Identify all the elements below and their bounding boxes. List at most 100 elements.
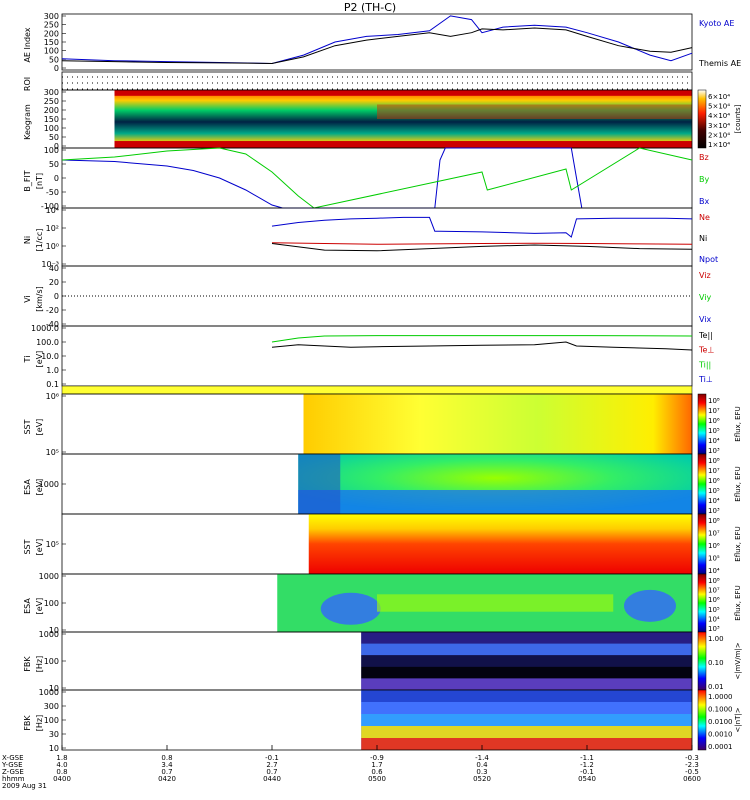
y-tick-label: 10 (49, 626, 59, 635)
keogram-aurora (377, 104, 692, 119)
x-row-value: 0.7 (161, 768, 172, 776)
series-ni (271, 216, 693, 238)
y-tick-label: 0 (54, 292, 59, 301)
keogram-bottom-band (114, 141, 692, 148)
x-row-value: 0.3 (476, 768, 487, 776)
x-row-value: 0.7 (266, 768, 277, 776)
legend-entry: Ti⊥ (698, 375, 713, 384)
x-row-value: -0.1 (265, 754, 279, 762)
fbk-band (361, 726, 692, 738)
y-axis-unit: [Hz] (35, 656, 44, 672)
y-tick-label: 1.0 (46, 366, 59, 375)
x-row-value: 0500 (368, 775, 386, 783)
x-row-value: 0600 (683, 775, 701, 783)
y-tick-label: 150 (44, 115, 59, 124)
x-row-value: 3.4 (161, 761, 173, 769)
y-axis-label: FBK (23, 715, 32, 731)
colorbar-label: Eflux, EFU (734, 466, 742, 501)
colorbar-tick-label: 10⁷ (708, 530, 720, 538)
y-tick-label: 300 (44, 88, 59, 97)
legend-entry: Ni (699, 234, 707, 243)
colorbar-tick-label: 10⁵ (708, 555, 720, 563)
y-tick-label: 40 (49, 264, 59, 273)
y-tick-label: -40 (46, 320, 59, 329)
fbk-band (361, 666, 692, 679)
panel-frame (61, 207, 693, 267)
y-tick-label: 100 (44, 599, 59, 608)
x-row-value: 1.8 (56, 754, 67, 762)
x-row-value: -0.1 (580, 768, 594, 776)
fbk-band (361, 690, 692, 702)
colorbar-tick-label: 0.1000 (708, 706, 733, 714)
colorbar-tick-label: 0.10 (708, 659, 724, 667)
colorbar (697, 513, 707, 575)
colorbar-tick-label: 0.0100 (708, 718, 733, 726)
x-row-value: 2.7 (266, 761, 277, 769)
colorbar-tick-label: 10⁷ (708, 587, 720, 595)
x-row-value: 0.8 (56, 768, 67, 776)
y-tick-label: 300 (44, 12, 59, 21)
y-tick-label: -50 (46, 188, 59, 197)
y-tick-label: 10⁰ (46, 242, 59, 251)
colorbar-tick-label: 10⁶ (708, 596, 720, 604)
plot-title: P2 (TH-C) (344, 1, 396, 14)
y-tick-label: 100 (44, 47, 59, 56)
panel-ti: Ti [eV] 0.1 1.0 10.0 100.0 1000.0 Te|| Te⊥ Ti|| Ti… (23, 324, 714, 389)
esa-full-low-band (298, 490, 692, 514)
colorbar-tick-label: 10⁵ (708, 606, 720, 614)
panel-fbk_edc: FBK [Hz] 10 100 1000 0.01 0.10 1.00 <|mV/m|> (23, 630, 742, 693)
colorbar-tick-label: 10⁶ (708, 417, 720, 425)
x-row-value: 0400 (53, 775, 71, 783)
panel-bfit: B_FIT [nT] -100 -50 0 50 100 Bz By Bx (23, 146, 709, 211)
y-tick-label: 200 (44, 29, 59, 38)
fbk-band (361, 702, 692, 714)
fbk-band (361, 655, 692, 667)
legend-entry: Npot (699, 255, 718, 264)
y-tick-label: 100.0 (36, 338, 59, 347)
colorbar-tick-label: 10³ (708, 447, 720, 455)
esa-burst-center (377, 594, 614, 612)
y-tick-label: 10.0 (41, 352, 59, 361)
colorbar-tick-label: 10⁴ (708, 567, 720, 575)
y-tick-label: 250 (44, 97, 59, 106)
colorbar-tick-label: 6×10⁴ (708, 93, 730, 101)
colorbar (697, 689, 707, 751)
y-axis-unit: [eV] (35, 539, 44, 556)
colorbar-tick-label: 10⁸ (708, 577, 720, 585)
legend-entry: Bz (699, 153, 709, 162)
panel-frame (61, 71, 693, 91)
y-tick-label: 1000 (39, 572, 59, 581)
x-row-value: 0420 (158, 775, 176, 783)
colorbar-tick-label: 10⁵ (708, 487, 720, 495)
y-tick-label: 1000 (39, 630, 59, 639)
legend-entry: Viz (699, 271, 711, 280)
colorbar-label: Eflux, EFU (734, 585, 742, 620)
colorbar-tick-label: 10⁵ (708, 427, 720, 435)
y-tick-label: 10⁵ (46, 540, 59, 549)
x-row-value: 0.8 (161, 754, 172, 762)
y-axis-unit: [eV] (35, 419, 44, 436)
y-axis-unit: [Hz] (35, 715, 44, 731)
colorbar-tick-label: 1.00 (708, 635, 724, 643)
colorbar-tick-label: 10⁶ (708, 542, 720, 550)
x-row-label: X-GSE (2, 754, 24, 762)
series-themis-ae (61, 27, 693, 65)
x-row-value: -0.9 (370, 754, 384, 762)
colorbar-tick-label: 10⁸ (708, 517, 720, 525)
panel-frame (61, 147, 693, 209)
x-axis-labels: X-GSE 1.8 0.8 -0.1 -0.9 -1.4 -1.1 -0.3 Y-GSE 4.0 3… (1, 745, 701, 790)
y-tick-label: 1000.0 (31, 324, 59, 333)
colorbar-label: <|nT|> (734, 707, 742, 732)
y-axis-label: ESA (23, 479, 32, 495)
x-row-value: 0540 (578, 775, 596, 783)
y-axis-unit: [eV] (35, 598, 44, 615)
y-axis-label: ROI (23, 77, 32, 91)
series-by (61, 147, 693, 209)
y-tick-label: 50 (49, 160, 59, 169)
date-label: 2009 Aug 31 (2, 782, 47, 790)
panel-sst_full: SST [eV] 10⁵ 10⁶ 10³ 10⁴ 10⁵ 10⁶ 10⁷ 10⁸ Eflux, EF… (23, 392, 742, 457)
y-axis-label: Vi (23, 295, 32, 303)
y-tick-label: 10⁻³ (41, 260, 59, 269)
